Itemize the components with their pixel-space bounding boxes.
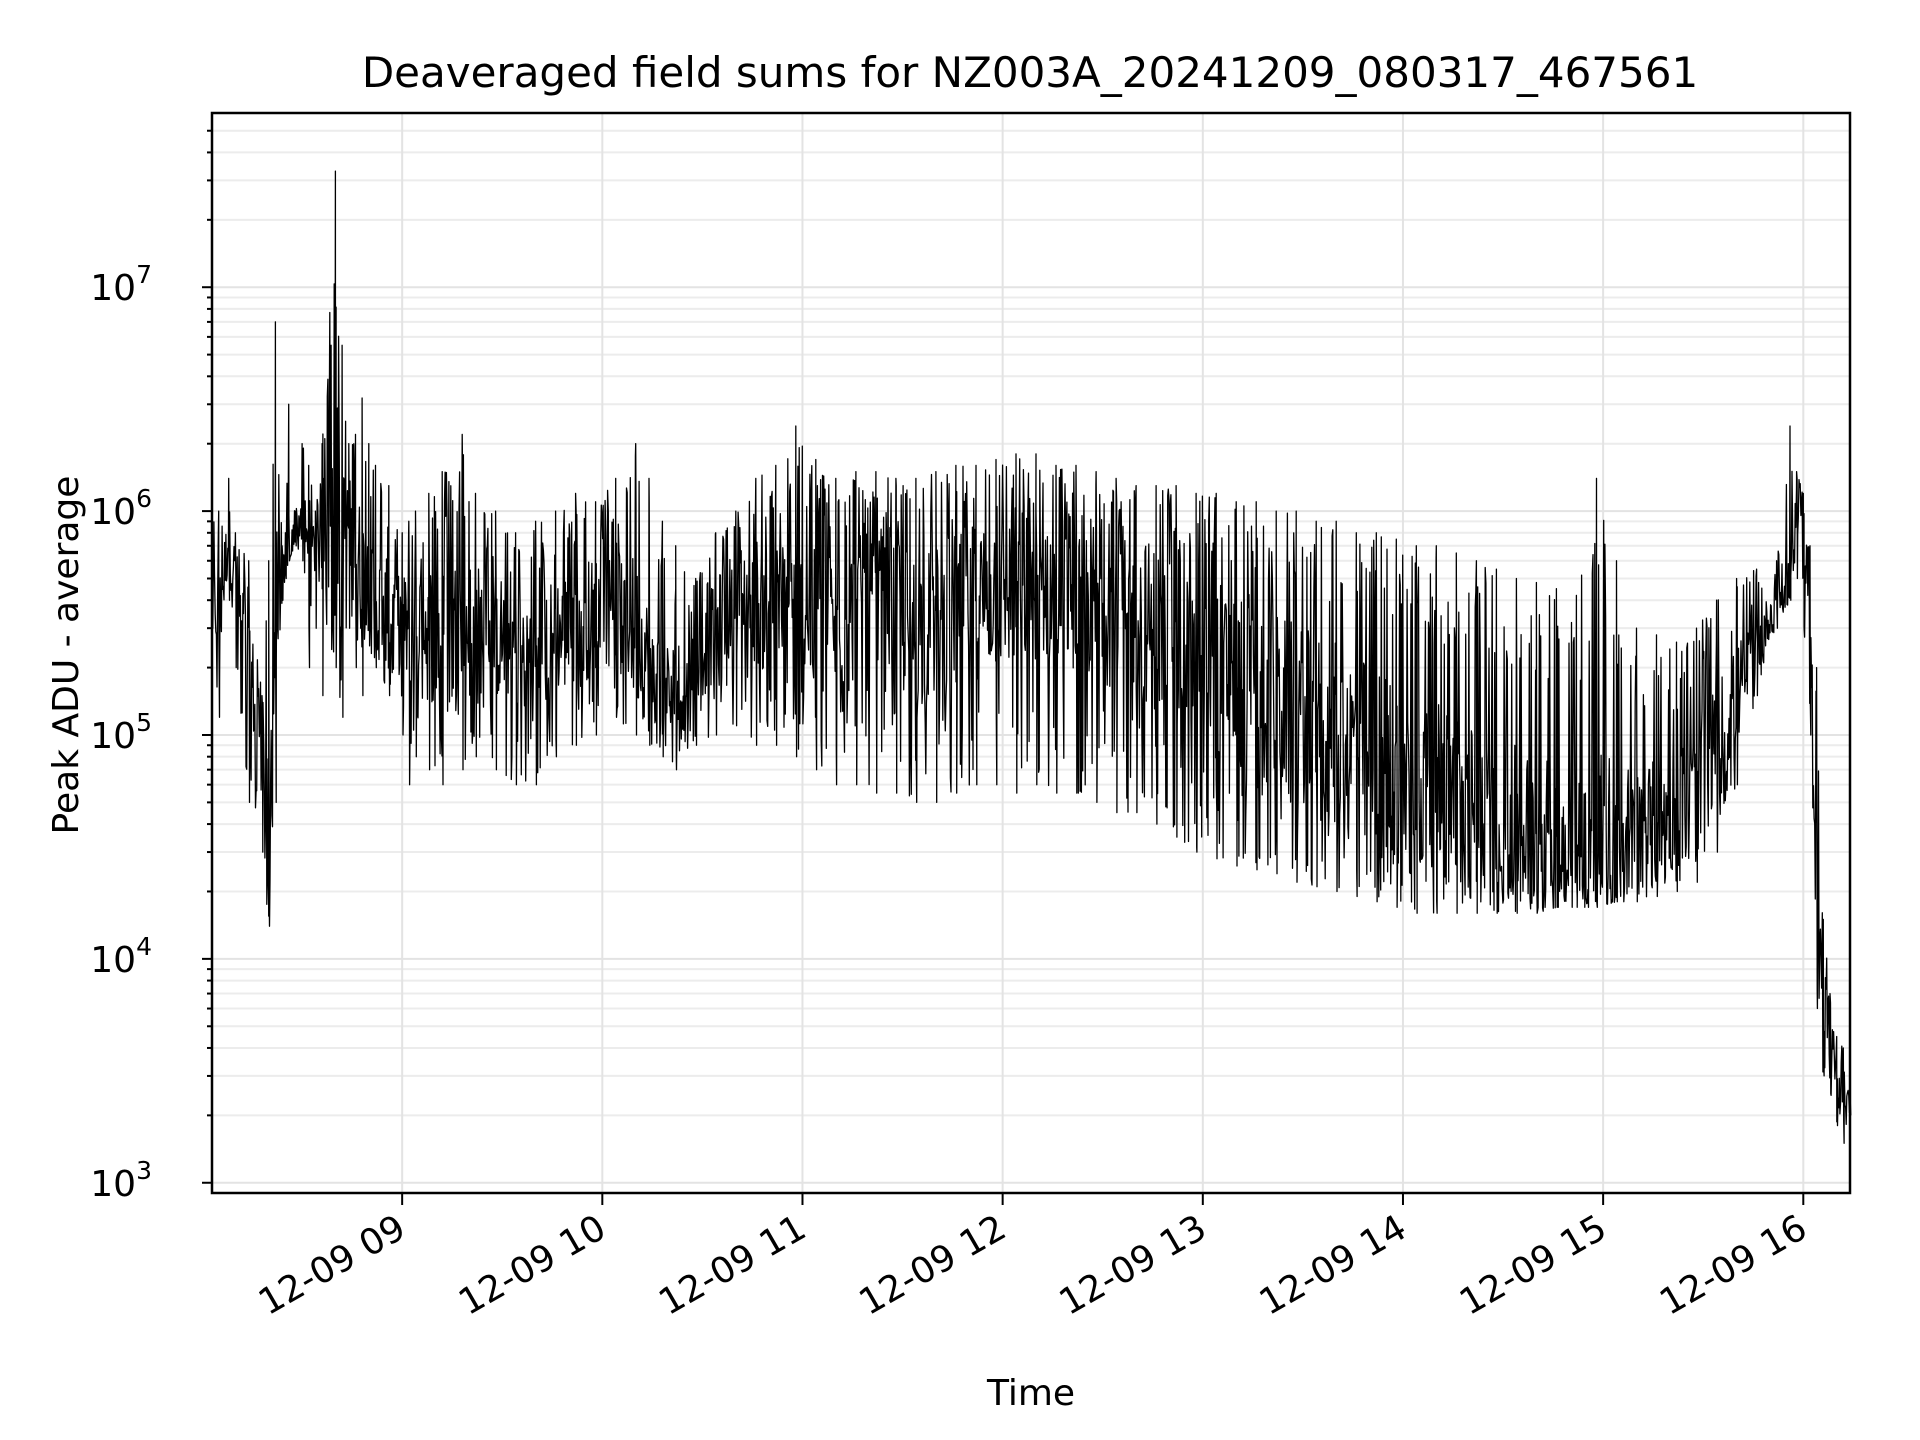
chart-title: Deaveraged field sums for NZ003A_2024120… [362,48,1698,97]
series-line [211,170,1852,1144]
x-tick-label: 12-09 11 [652,1207,813,1323]
plot-frame [210,111,1852,1195]
x-tick-label: 12-09 12 [852,1207,1013,1323]
x-tick-label: 12-09 14 [1253,1207,1414,1323]
data-series [211,170,1852,1144]
y-tick-label: 105 [90,708,152,757]
y-tick-exponent: 3 [136,1156,152,1185]
x-tick-label: 12-09 15 [1453,1207,1614,1323]
y-tick-exponent: 5 [136,708,152,737]
x-tick-label: 12-09 13 [1053,1207,1214,1323]
x-axis-label: Time [986,1373,1075,1414]
y-tick-label: 104 [90,932,152,981]
x-tick-label: 12-09 09 [252,1207,413,1323]
x-axis-ticks: 12-09 09 12-09 10 12-09 11 12-09 12 12-09 13… [252,1193,1814,1324]
y-tick-label: 107 [90,260,152,309]
y-axis-label: Peak ADU - average [46,476,87,835]
y-tick-label: 106 [90,484,152,533]
y-tick-label: 103 [90,1156,152,1205]
x-tick-label: 12-09 10 [452,1207,613,1323]
y-tick-exponent: 4 [136,932,152,961]
y-axis-ticks: 103 104 105 106 107 [90,129,212,1205]
y-tick-exponent: 6 [136,484,152,513]
x-tick-label: 12-09 16 [1653,1207,1814,1323]
y-tick-exponent: 7 [136,260,152,289]
